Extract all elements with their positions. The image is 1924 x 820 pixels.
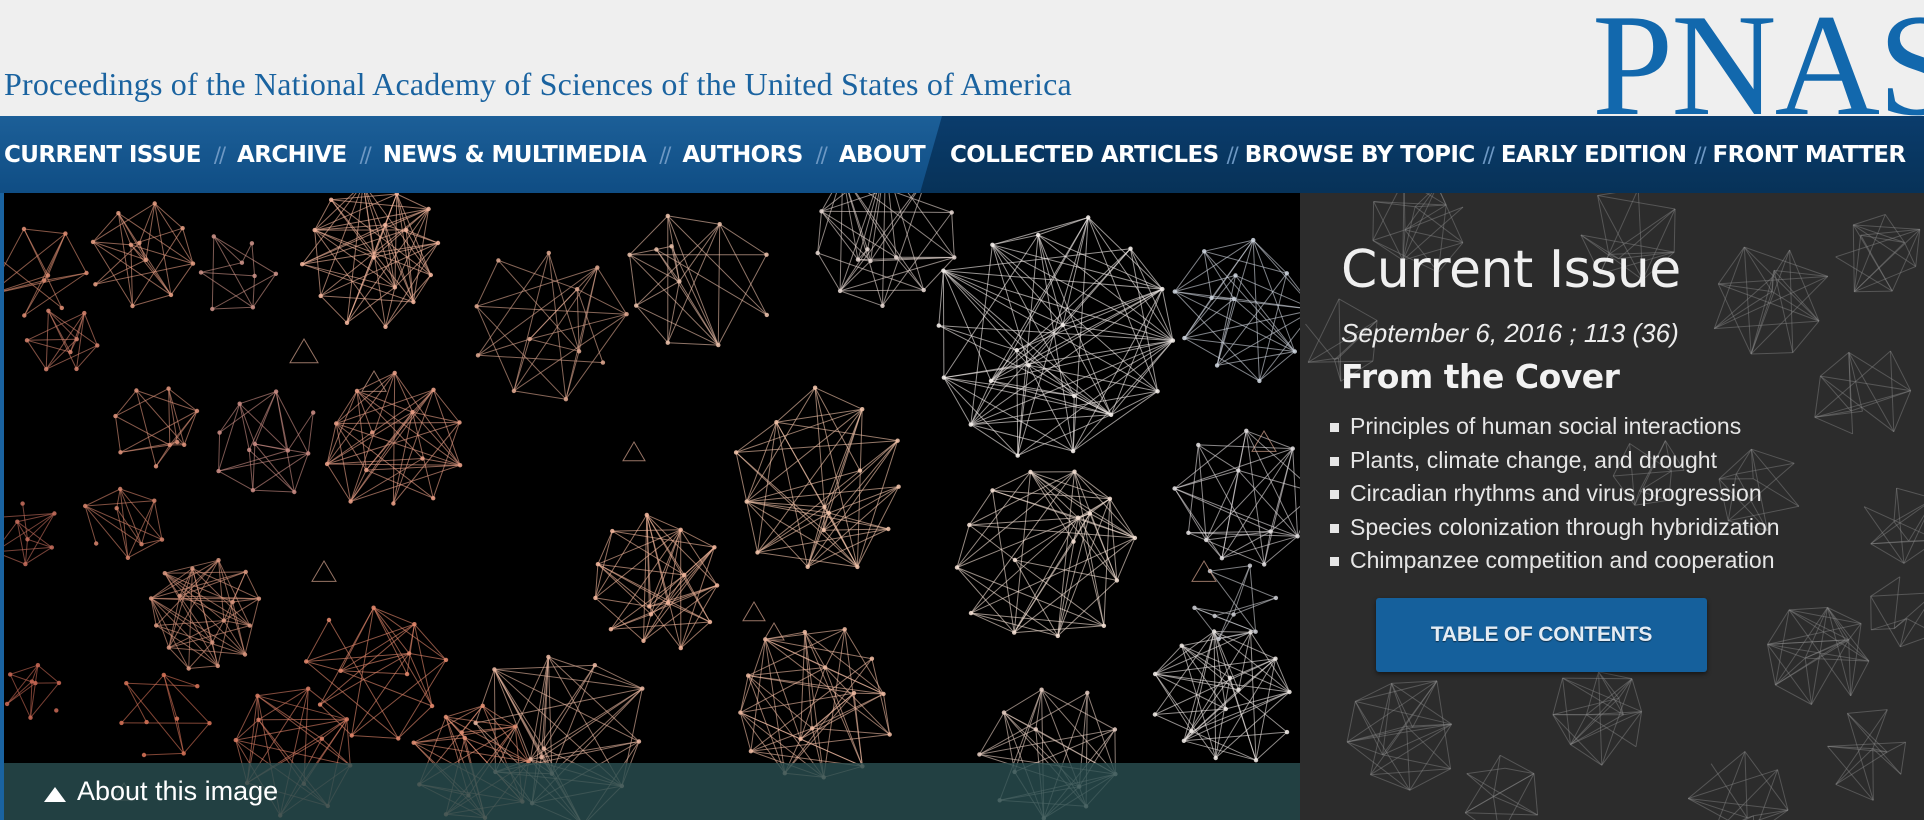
cover-articles-list: Principles of human social interactions …	[1330, 413, 1780, 581]
panel-background-pattern	[1305, 193, 1924, 820]
main-navigation: CURRENT ISSUE // ARCHIVE // NEWS & MULTI…	[0, 116, 1924, 193]
cover-article-link[interactable]: Principles of human social interactions	[1330, 413, 1780, 447]
cover-article-link[interactable]: Plants, climate change, and drought	[1330, 447, 1780, 481]
nav-about[interactable]: ABOUT	[838, 141, 926, 168]
nav-secondary-background	[920, 116, 1924, 193]
nav-browse-by-topic[interactable]: BROWSE BY TOPIC	[1244, 141, 1476, 168]
cover-network-graphic	[4, 193, 1300, 820]
from-the-cover-heading: From the Cover	[1341, 357, 1620, 396]
nav-separator: //	[1482, 142, 1495, 167]
nav-current-issue[interactable]: CURRENT ISSUE	[4, 141, 201, 168]
nav-separator: //	[659, 142, 671, 167]
table-of-contents-button[interactable]: TABLE OF CONTENTS	[1376, 598, 1707, 672]
nav-separator: //	[815, 142, 828, 167]
cover-image[interactable]	[0, 193, 1300, 820]
about-image-link[interactable]: About this image	[77, 776, 279, 806]
pnas-logo[interactable]: PNAS	[1592, 0, 1924, 146]
site-header: Proceedings of the National Academy of S…	[0, 0, 1924, 138]
nav-secondary-group: COLLECTED ARTICLES // BROWSE BY TOPIC //…	[950, 116, 1906, 193]
nav-news-multimedia[interactable]: NEWS & MULTIMEDIA	[382, 141, 647, 168]
issue-date: September 6, 2016 ; 113 (36)	[1341, 318, 1679, 348]
cover-article-link[interactable]: Circadian rhythms and virus progression	[1330, 480, 1780, 514]
cover-article-link[interactable]: Chimpanzee competition and cooperation	[1330, 547, 1780, 581]
nav-early-edition[interactable]: EARLY EDITION	[1500, 141, 1687, 168]
expand-triangle-icon[interactable]	[44, 787, 66, 802]
nav-separator: //	[1694, 142, 1706, 167]
about-image-bar[interactable]	[4, 763, 1300, 820]
current-issue-panel	[1300, 193, 1924, 820]
nav-primary-group: CURRENT ISSUE // ARCHIVE // NEWS & MULTI…	[4, 116, 926, 193]
nav-separator: //	[213, 142, 226, 167]
current-issue-title: Current Issue	[1341, 240, 1681, 300]
site-tagline[interactable]: Proceedings of the National Academy of S…	[4, 66, 1072, 102]
cover-article-link[interactable]: Species colonization through hybridizati…	[1330, 514, 1780, 548]
nav-archive[interactable]: ARCHIVE	[237, 141, 347, 168]
nav-separator: //	[359, 142, 372, 167]
nav-authors[interactable]: AUTHORS	[682, 141, 803, 168]
nav-front-matter[interactable]: FRONT MATTER	[1712, 141, 1907, 168]
nav-separator: //	[1226, 142, 1239, 167]
nav-collected-articles[interactable]: COLLECTED ARTICLES	[950, 141, 1219, 168]
